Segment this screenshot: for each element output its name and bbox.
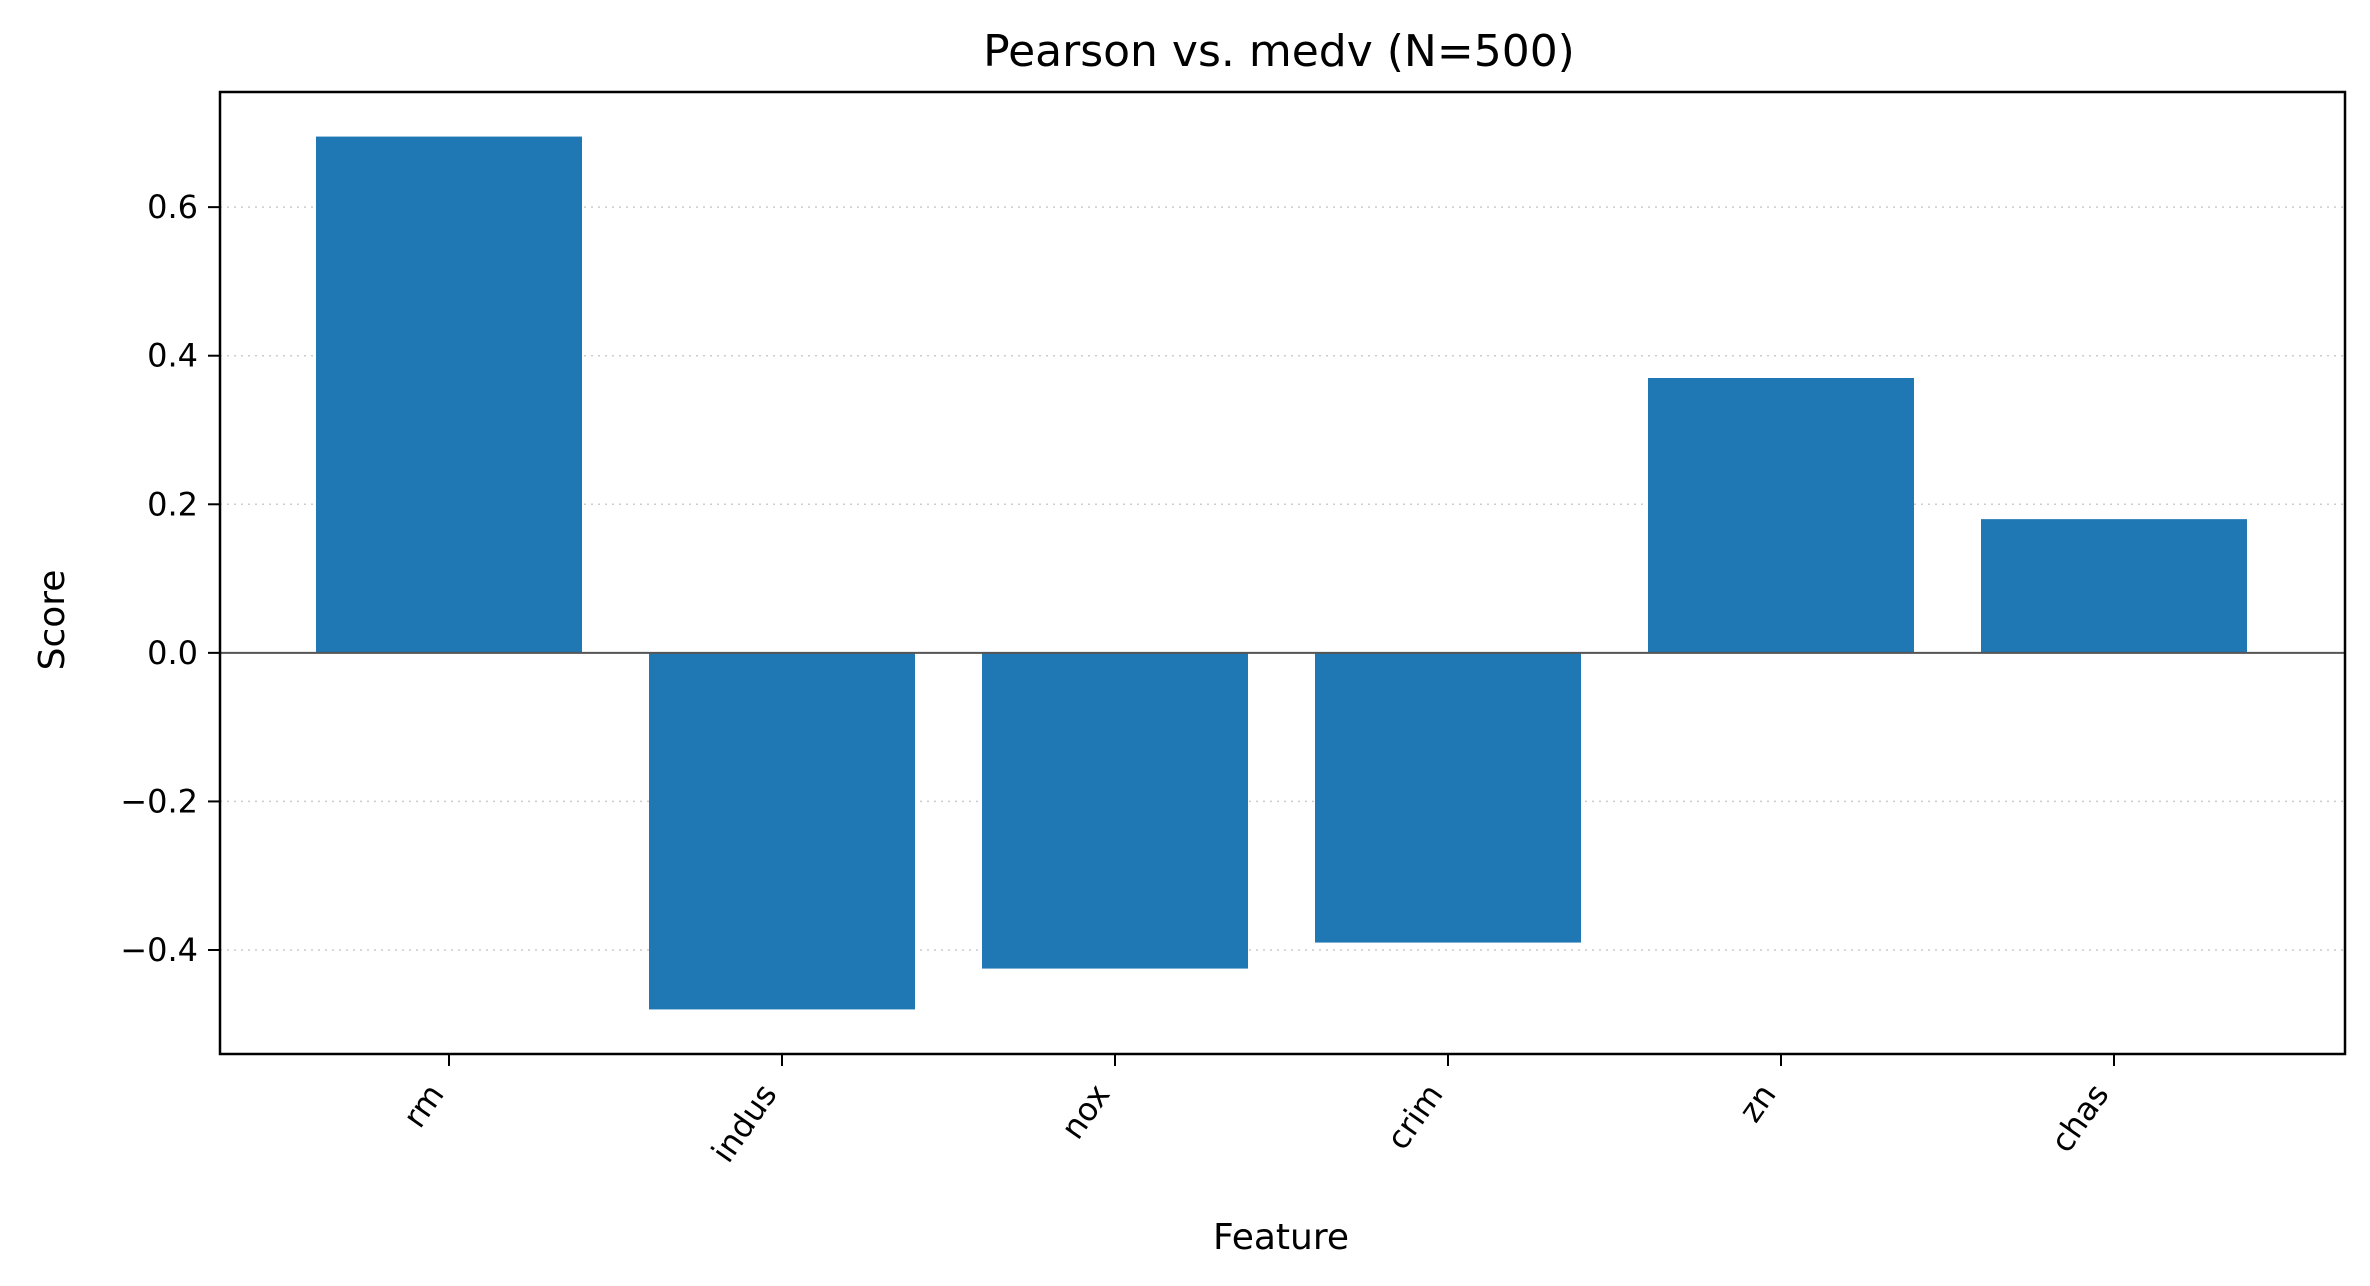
y-axis-ticks: 0.6 0.4 0.2 0.0 −0.2 −0.4	[120, 188, 220, 969]
y-tick-label: −0.4	[120, 931, 198, 969]
y-tick-label: 0.0	[147, 634, 198, 672]
y-tick-label: 0.4	[147, 337, 198, 375]
bar-nox	[982, 652, 1248, 969]
bar-crim	[1315, 652, 1581, 943]
bar-indus	[649, 652, 915, 1010]
y-tick-label: 0.6	[147, 188, 198, 226]
y-tick-label: −0.2	[120, 782, 198, 820]
y-tick-label: 0.2	[147, 485, 198, 523]
bar-rm	[316, 136, 582, 653]
y-axis-label: Score	[32, 570, 73, 671]
chart-title: Pearson vs. medv (N=500)	[983, 26, 1575, 77]
bars	[316, 136, 2247, 1010]
plot-frame	[218, 90, 2347, 1056]
bar-zn	[1648, 378, 1914, 653]
x-axis-label: Feature	[1213, 1217, 1349, 1258]
bar-chas	[1981, 519, 2247, 653]
